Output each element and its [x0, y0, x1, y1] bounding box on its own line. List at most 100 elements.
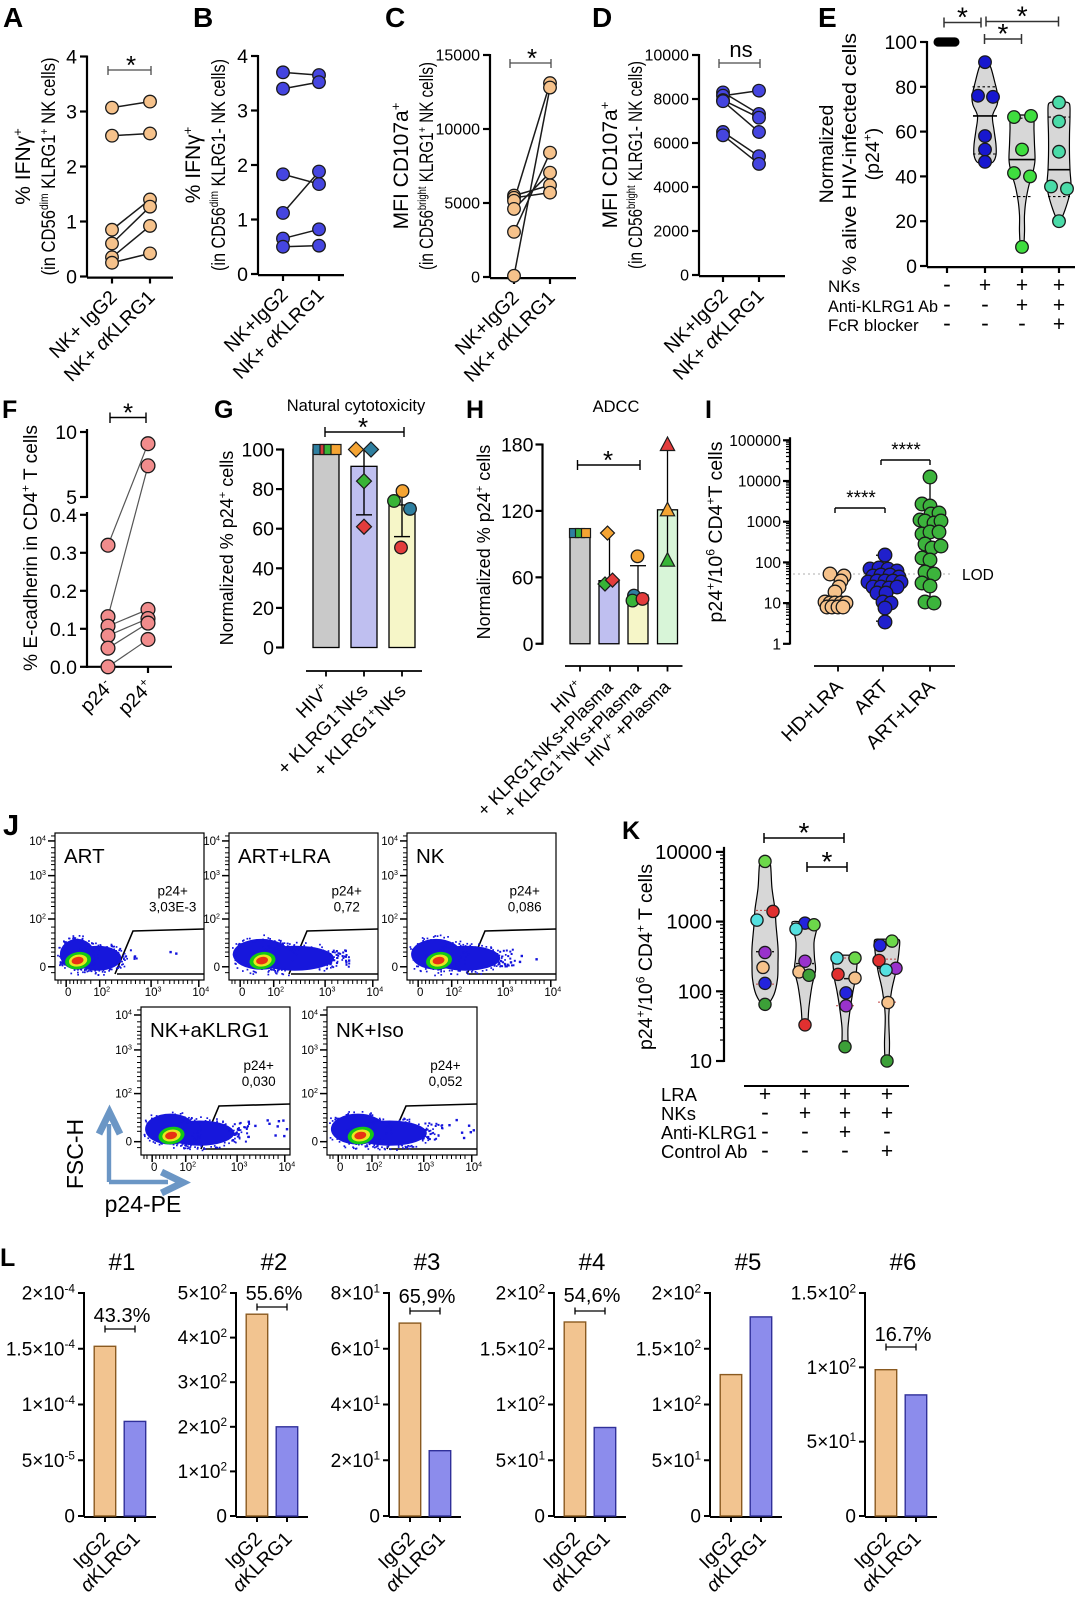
svg-text:NKs: NKs — [828, 277, 860, 296]
svg-text:p24+: p24+ — [331, 883, 362, 898]
svg-text:*: * — [998, 18, 1009, 49]
svg-text:Normalized: Normalized — [816, 105, 838, 204]
svg-text:ns: ns — [729, 37, 752, 62]
svg-text:4: 4 — [237, 46, 248, 68]
svg-text:G: G — [214, 396, 233, 424]
svg-text:5: 5 — [66, 487, 77, 509]
svg-text:#2: #2 — [261, 1249, 288, 1276]
svg-text:% IFNγ+​: % IFNγ+​ — [10, 128, 35, 204]
svg-text:104​: 104​ — [203, 835, 220, 848]
svg-text:NK+Iso: NK+Iso — [336, 1019, 404, 1042]
svg-text:20: 20 — [252, 598, 274, 620]
svg-text:5×101​: 5×101​ — [496, 1449, 545, 1472]
svg-text:104​: 104​ — [366, 986, 383, 999]
svg-text:1.5×10-4​: 1.5×10-4​ — [6, 1337, 76, 1360]
svg-text:(in CD56dim​ KLRG1+​ NK cells): (in CD56dim​ KLRG1+​ NK cells) — [37, 58, 60, 276]
svg-text:3,03E-3: 3,03E-3 — [149, 900, 196, 915]
svg-text:102​: 102​ — [381, 913, 398, 926]
svg-text:104​: 104​ — [301, 1009, 318, 1022]
svg-text:80: 80 — [252, 479, 274, 501]
svg-text:5×10-5​: 5×10-5​ — [22, 1449, 76, 1472]
svg-text:0.2: 0.2 — [50, 581, 77, 603]
svg-text:3: 3 — [66, 101, 77, 123]
svg-text:102​: 102​ — [203, 913, 220, 926]
svg-text:0: 0 — [65, 987, 71, 999]
svg-text:0.4: 0.4 — [50, 505, 77, 527]
svg-text:60: 60 — [252, 519, 274, 541]
svg-text:*: * — [126, 50, 136, 80]
svg-text:0: 0 — [126, 1137, 132, 1149]
svg-text:6×101​: 6×101​ — [331, 1337, 380, 1360]
svg-text:E: E — [818, 2, 837, 33]
svg-text:2×102​: 2×102​ — [178, 1415, 227, 1438]
svg-text:1×102​: 1×102​ — [178, 1460, 227, 1483]
svg-text:p24+​/106​ CD4+​ T cells: p24+​/106​ CD4+​ T cells — [634, 864, 657, 1050]
svg-text:102​: 102​ — [366, 1161, 383, 1174]
svg-text:NKs: NKs — [661, 1103, 696, 1124]
svg-text:ART: ART — [64, 845, 105, 868]
svg-text:4×102​: 4×102​ — [178, 1326, 227, 1349]
svg-text:103​: 103​ — [231, 1161, 248, 1174]
svg-text:55.6%: 55.6% — [246, 1283, 303, 1305]
svg-text:*: * — [957, 2, 968, 33]
svg-text:103​: 103​ — [319, 986, 336, 999]
svg-text:NK+aKLRG1: NK+aKLRG1 — [150, 1019, 269, 1042]
svg-text:-: - — [761, 1137, 769, 1163]
svg-text:F: F — [2, 396, 17, 424]
svg-text:0,030: 0,030 — [242, 1074, 276, 1089]
svg-text:-: - — [943, 271, 951, 297]
svg-text:15000: 15000 — [436, 48, 481, 65]
svg-text:(in CD56bright​ KLRG1+​ NK cel: (in CD56bright​ KLRG1+​ NK cells) — [415, 62, 438, 270]
svg-text:104​: 104​ — [115, 1009, 132, 1022]
svg-text:1×102​: 1×102​ — [652, 1393, 701, 1416]
svg-text:4×101​: 4×101​ — [331, 1393, 380, 1416]
svg-text:10000: 10000 — [655, 841, 712, 864]
svg-text:65,9%: 65,9% — [399, 1286, 456, 1308]
svg-text:102​: 102​ — [93, 986, 110, 999]
svg-text:p24+: p24+ — [430, 1058, 461, 1073]
svg-text:+: + — [759, 1083, 771, 1106]
svg-text:D: D — [592, 2, 612, 33]
svg-text:0: 0 — [337, 1162, 343, 1174]
svg-text:-: - — [943, 291, 951, 317]
svg-text:LOD: LOD — [962, 567, 994, 584]
svg-text:#3: #3 — [414, 1249, 441, 1276]
svg-text:5×102​: 5×102​ — [178, 1281, 227, 1304]
svg-text:#5: #5 — [735, 1249, 762, 1276]
svg-text:1×10-4​: 1×10-4​ — [22, 1393, 76, 1416]
svg-text:40: 40 — [895, 166, 917, 188]
svg-text:-: - — [841, 1137, 849, 1163]
svg-text:0: 0 — [417, 987, 423, 999]
svg-text:+: + — [1053, 313, 1065, 336]
svg-text:103​: 103​ — [115, 1044, 132, 1057]
svg-text:*: * — [1017, 1, 1028, 32]
svg-text:-: - — [981, 310, 989, 336]
svg-text:+: + — [881, 1140, 893, 1163]
svg-text:1×102​: 1×102​ — [496, 1393, 545, 1416]
svg-text:180: 180 — [501, 434, 534, 456]
svg-text:*: * — [603, 445, 613, 475]
svg-text:+: + — [839, 1102, 851, 1125]
svg-text:2×101​: 2×101​ — [331, 1449, 380, 1472]
svg-text:1.5×102​: 1.5×102​ — [636, 1337, 701, 1360]
svg-text:0.1: 0.1 — [50, 619, 77, 641]
svg-text:0: 0 — [214, 962, 220, 974]
svg-text:% E-cadherin in CD4+​ T cells: % E-cadherin in CD4+​ T cells — [19, 425, 42, 671]
svg-text:p24-PE: p24-PE — [105, 1191, 182, 1217]
svg-text:+: + — [799, 1102, 811, 1125]
svg-text:3: 3 — [237, 100, 248, 122]
svg-text:2000: 2000 — [653, 224, 689, 241]
svg-text:MFI CD107a+​: MFI CD107a+​ — [597, 102, 622, 229]
svg-text:+: + — [799, 1083, 811, 1106]
svg-text:+: + — [1016, 294, 1028, 317]
svg-text:100000: 100000 — [729, 433, 781, 450]
svg-text:100: 100 — [241, 440, 274, 462]
svg-text:0: 0 — [237, 264, 248, 286]
svg-text:A: A — [3, 2, 23, 33]
svg-text:LRA: LRA — [661, 1084, 698, 1105]
svg-text:-: - — [981, 291, 989, 317]
svg-text:40: 40 — [252, 558, 274, 580]
svg-text:5×101​: 5×101​ — [652, 1449, 701, 1472]
svg-text:****: **** — [846, 488, 876, 509]
svg-text:43.3%: 43.3% — [94, 1305, 151, 1327]
